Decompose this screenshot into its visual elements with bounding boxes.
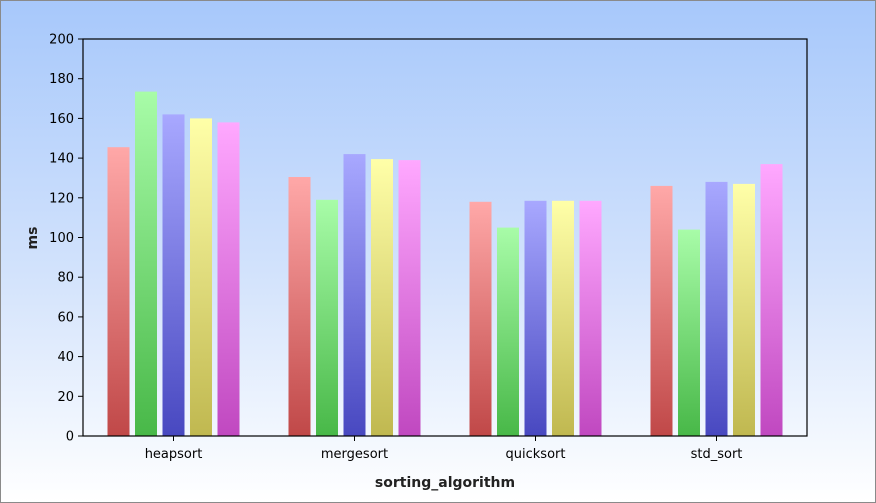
- bar-quicksort-series-4: [552, 200, 574, 436]
- y-tick-label: 200: [49, 33, 74, 48]
- y-axis-title: ms: [25, 227, 41, 250]
- y-axis-ticks: 0 20 40 60 80 100 120 140 160 180 200: [49, 33, 83, 445]
- x-tick-label-heapsort: heapsort: [145, 447, 203, 462]
- bar-mergesort-series-2: [316, 199, 338, 436]
- bar-mergesort-series-3: [343, 154, 366, 436]
- bar-std_sort-series-4: [733, 183, 755, 436]
- y-tick-label: 180: [49, 72, 74, 87]
- x-axis-title: sorting_algorithm: [375, 475, 515, 491]
- bar-quicksort-series-1: [469, 201, 492, 436]
- bar-quicksort-series-2: [497, 227, 519, 436]
- y-tick-label: 100: [49, 231, 74, 246]
- y-tick-label: 40: [57, 350, 74, 365]
- bar-quicksort-series-3: [524, 200, 547, 436]
- bar-std_sort-series-5: [760, 164, 783, 436]
- y-tick-label: 20: [57, 390, 74, 405]
- x-tick-label-std_sort: std_sort: [691, 447, 743, 462]
- bars-layer: [107, 91, 783, 437]
- bar-mergesort-series-5: [398, 160, 421, 436]
- bar-mergesort-series-4: [371, 159, 393, 436]
- bar-std_sort-series-2: [678, 229, 700, 436]
- y-tick-label: 80: [57, 271, 74, 286]
- y-tick-label: 60: [57, 310, 74, 325]
- bar-std_sort-series-1: [650, 185, 673, 436]
- bar-mergesort-series-1: [288, 177, 311, 436]
- y-tick-label: 0: [66, 430, 74, 445]
- bar-quicksort-series-5: [579, 200, 602, 436]
- bar-heapsort-series-5: [217, 122, 240, 437]
- bar-heapsort-series-3: [162, 114, 185, 437]
- y-tick-label: 120: [49, 191, 74, 206]
- bar-std_sort-series-3: [705, 181, 728, 436]
- x-tick-label-mergesort: mergesort: [321, 447, 388, 462]
- y-tick-label: 140: [49, 152, 74, 167]
- bar-heapsort-series-4: [190, 118, 212, 437]
- bar-heapsort-series-2: [135, 91, 157, 436]
- y-tick-label: 160: [49, 112, 74, 127]
- x-tick-label-quicksort: quicksort: [506, 447, 566, 462]
- bar-heapsort-series-1: [107, 147, 130, 436]
- x-axis-ticks: heapsort mergesort quicksort std_sort: [145, 436, 743, 462]
